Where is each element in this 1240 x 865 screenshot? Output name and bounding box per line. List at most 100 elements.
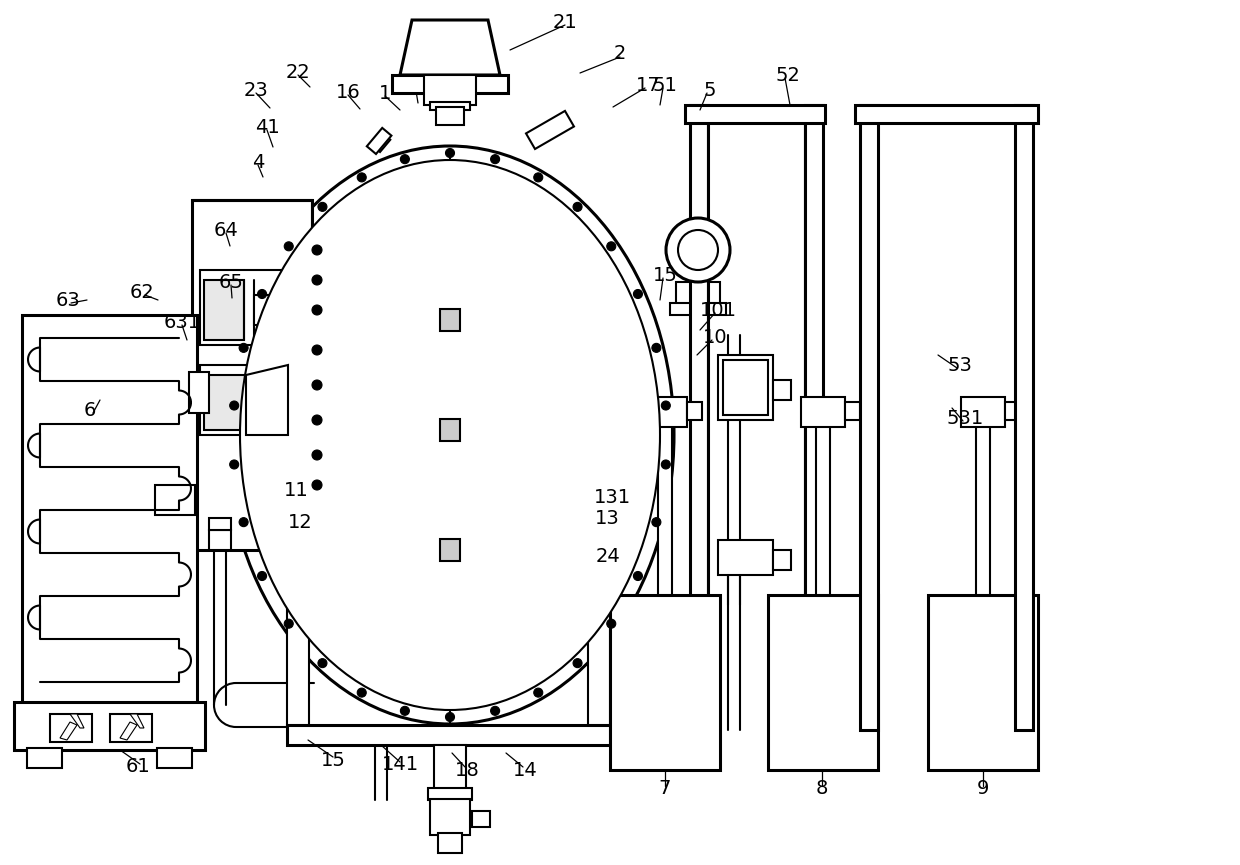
Text: 141: 141 [382, 755, 419, 774]
Circle shape [573, 658, 582, 668]
Bar [188, 372, 210, 413]
Text: 2: 2 [614, 43, 626, 62]
Bar [434, 745, 466, 790]
Circle shape [652, 343, 661, 352]
Text: 10: 10 [703, 328, 728, 347]
Circle shape [445, 713, 455, 721]
Circle shape [606, 242, 616, 251]
Circle shape [606, 619, 616, 628]
Text: 5: 5 [704, 80, 717, 99]
Circle shape [491, 155, 500, 163]
Text: 61: 61 [125, 758, 150, 777]
Circle shape [661, 460, 671, 469]
Bar [254, 295, 277, 325]
Bar [440, 309, 460, 331]
Circle shape [357, 173, 366, 182]
Circle shape [533, 689, 543, 697]
Circle shape [284, 619, 293, 628]
Bar [200, 270, 288, 345]
Bar [816, 415, 830, 595]
Bar [961, 397, 1004, 427]
Text: 101: 101 [699, 300, 737, 319]
Text: 15: 15 [652, 266, 677, 285]
Text: 14: 14 [512, 760, 537, 779]
Bar [670, 303, 725, 315]
Circle shape [312, 415, 322, 425]
Text: 16: 16 [336, 82, 361, 101]
Text: 531: 531 [946, 408, 983, 427]
Bar [254, 395, 277, 420]
Bar [610, 595, 720, 770]
Circle shape [284, 242, 293, 251]
Polygon shape [69, 714, 84, 728]
Bar [526, 111, 574, 149]
Bar [773, 550, 791, 570]
Ellipse shape [226, 146, 675, 724]
Text: 3: 3 [410, 73, 423, 92]
Bar [334, 539, 568, 561]
Bar [110, 714, 153, 742]
Bar [367, 128, 392, 154]
Bar [430, 102, 470, 110]
Polygon shape [120, 722, 136, 740]
Bar [155, 485, 195, 515]
Circle shape [666, 218, 730, 282]
Bar [768, 595, 878, 770]
Text: 23: 23 [243, 80, 268, 99]
Bar [430, 799, 470, 835]
Bar [928, 595, 1038, 770]
Circle shape [312, 275, 322, 285]
Text: 41: 41 [254, 118, 279, 137]
Text: 12: 12 [288, 512, 312, 531]
Circle shape [491, 707, 500, 715]
Circle shape [401, 155, 409, 163]
Circle shape [258, 290, 267, 298]
Bar [27, 748, 62, 768]
Bar [844, 402, 861, 420]
Circle shape [258, 572, 267, 580]
Circle shape [652, 517, 661, 527]
Bar [210, 530, 231, 550]
Text: 64: 64 [213, 221, 238, 240]
Bar [192, 200, 312, 550]
Bar [861, 105, 878, 730]
Bar [644, 397, 687, 427]
Bar [773, 380, 791, 400]
Circle shape [312, 450, 322, 460]
Bar [424, 75, 476, 105]
Polygon shape [130, 714, 144, 728]
Bar [334, 419, 568, 441]
Bar [658, 415, 672, 595]
Text: 17: 17 [636, 75, 661, 94]
Circle shape [312, 305, 322, 315]
Circle shape [533, 173, 543, 182]
Bar [718, 355, 773, 420]
Bar [801, 397, 844, 427]
Circle shape [573, 202, 582, 211]
Bar [718, 540, 773, 575]
Circle shape [229, 401, 238, 410]
Bar [286, 505, 309, 725]
Bar [588, 505, 610, 725]
Circle shape [661, 401, 671, 410]
Bar [157, 748, 192, 768]
Bar [22, 315, 197, 705]
Text: 65: 65 [218, 272, 243, 292]
Bar [689, 105, 708, 730]
Text: 131: 131 [594, 488, 631, 507]
Bar [200, 365, 288, 435]
Bar [1004, 402, 1021, 420]
Text: 4: 4 [252, 152, 264, 171]
Circle shape [634, 290, 642, 298]
Text: 51: 51 [652, 75, 677, 94]
Bar [676, 282, 720, 310]
Bar [684, 105, 825, 123]
Bar [440, 539, 460, 561]
Circle shape [445, 149, 455, 157]
Bar [723, 360, 768, 415]
Circle shape [312, 345, 322, 355]
Bar [440, 419, 460, 441]
Text: 9: 9 [977, 779, 990, 798]
Circle shape [239, 517, 248, 527]
Polygon shape [60, 722, 77, 740]
